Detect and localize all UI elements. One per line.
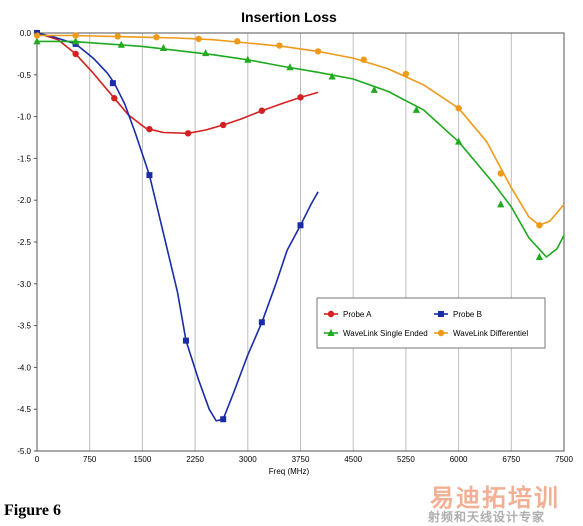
x-tick-label: 750 bbox=[83, 455, 97, 464]
data-point-probe-a bbox=[297, 94, 304, 101]
legend-label: Probe B bbox=[453, 310, 482, 319]
y-tick-label: -4.5 bbox=[17, 405, 31, 414]
data-point-probe-a bbox=[220, 121, 227, 129]
y-tick-label: -1.0 bbox=[17, 113, 31, 122]
data-point-probe-a bbox=[258, 107, 266, 114]
x-tick-label: 4500 bbox=[344, 455, 362, 464]
x-tick-label: 6000 bbox=[450, 455, 468, 464]
data-point-wavelink-single-ended bbox=[117, 40, 125, 48]
data-point-probe-b bbox=[258, 319, 265, 326]
data-point-probe-b bbox=[109, 80, 116, 87]
y-tick-label: -5.0 bbox=[17, 447, 31, 456]
y-tick-label: -4.0 bbox=[17, 363, 31, 372]
legend-swatch-marker bbox=[438, 311, 444, 317]
data-point-probe-b bbox=[182, 337, 189, 344]
series-line-probe-b bbox=[36, 32, 319, 422]
data-point-wavelink-single-ended bbox=[497, 200, 505, 208]
watermark-brand: 易迪拓培训 bbox=[430, 484, 560, 512]
legend-swatch-marker bbox=[437, 329, 445, 337]
legend-item-wavelink-single-ended: WaveLink Single Ended bbox=[324, 329, 428, 338]
legend-label: Probe A bbox=[343, 310, 372, 319]
y-tick-label: 0.0 bbox=[20, 29, 32, 38]
x-tick-label: 7500 bbox=[555, 455, 573, 464]
x-tick-label: 6750 bbox=[502, 455, 520, 464]
data-point-wavelink-single-ended bbox=[328, 72, 336, 80]
x-tick-label: 5250 bbox=[397, 455, 415, 464]
data-point-wavelink-differentiel bbox=[33, 32, 41, 39]
data-point-wavelink-single-ended bbox=[202, 49, 210, 57]
legend-item-probe-b: Probe B bbox=[434, 310, 482, 319]
chart-title: Insertion Loss bbox=[241, 9, 337, 25]
x-tick-label: 3750 bbox=[292, 455, 310, 464]
legend-box bbox=[316, 297, 546, 349]
legend-swatch-marker bbox=[327, 310, 335, 318]
data-point-wavelink-differentiel bbox=[153, 33, 160, 41]
data-point-wavelink-single-ended bbox=[455, 137, 463, 145]
data-point-probe-b bbox=[146, 172, 153, 179]
legend-label: WaveLink Single Ended bbox=[343, 329, 428, 338]
x-tick-label: 0 bbox=[35, 455, 40, 464]
data-point-wavelink-single-ended bbox=[535, 253, 544, 261]
y-tick-label: -3.5 bbox=[17, 322, 31, 331]
data-point-wavelink-differentiel bbox=[314, 48, 322, 55]
x-tick-label: 2250 bbox=[186, 455, 204, 464]
series-wavelink-single-ended bbox=[33, 37, 565, 261]
data-point-probe-a bbox=[184, 130, 192, 137]
data-point-wavelink-differentiel bbox=[195, 35, 202, 43]
legend: Probe A Probe B WaveLink Single Ended WaveL… bbox=[316, 297, 546, 349]
x-tick-label: 3000 bbox=[239, 455, 257, 464]
data-point-wavelink-differentiel bbox=[72, 32, 79, 39]
legend-item-probe-a: Probe A bbox=[324, 310, 372, 319]
data-point-wavelink-differentiel bbox=[402, 70, 410, 78]
figure-caption: Figure 6 bbox=[4, 502, 62, 519]
y-tick-label: -1.5 bbox=[17, 154, 31, 163]
data-point-wavelink-single-ended bbox=[412, 105, 421, 113]
series-line-wavelink-differentiel bbox=[37, 34, 565, 227]
x-tick-label: 1500 bbox=[134, 455, 152, 464]
watermark-logo: 易迪拓培训 射频和天线设计专家 bbox=[424, 478, 582, 524]
data-point-probe-b bbox=[220, 416, 227, 423]
legend-item-wavelink-differentiel: WaveLink Differentiel bbox=[434, 329, 528, 338]
data-point-wavelink-differentiel bbox=[276, 42, 283, 49]
series-line-wavelink-single-ended bbox=[37, 40, 565, 258]
data-point-probe-a bbox=[146, 125, 153, 133]
data-point-probe-b bbox=[297, 222, 304, 229]
y-tick-label: -2.5 bbox=[17, 238, 31, 247]
legend-label: WaveLink Differentiel bbox=[453, 329, 528, 338]
data-point-wavelink-differentiel bbox=[234, 38, 241, 45]
x-axis-label: Freq (MHz) bbox=[269, 467, 310, 476]
y-tick-label: -3.0 bbox=[17, 280, 31, 289]
data-point-wavelink-single-ended bbox=[370, 85, 378, 93]
data-point-wavelink-single-ended bbox=[286, 63, 294, 71]
data-point-wavelink-differentiel bbox=[455, 105, 462, 112]
data-point-wavelink-single-ended bbox=[244, 55, 252, 63]
series-wavelink-differentiel bbox=[33, 32, 565, 229]
data-point-wavelink-differentiel bbox=[497, 170, 504, 177]
data-point-wavelink-differentiel bbox=[536, 222, 543, 229]
data-point-wavelink-differentiel bbox=[360, 56, 367, 63]
data-point-probe-a bbox=[72, 50, 79, 58]
watermark-subtitle: 射频和天线设计专家 bbox=[428, 510, 546, 524]
data-point-wavelink-single-ended bbox=[72, 37, 80, 45]
insertion-loss-chart: Insertion Loss 0 750 1500 2250 3000 3750 4500 5… bbox=[17, 9, 573, 476]
legend-swatch-marker bbox=[327, 329, 335, 336]
data-point-wavelink-single-ended bbox=[33, 37, 41, 45]
series-probe-b bbox=[34, 30, 319, 423]
data-point-wavelink-differentiel bbox=[114, 33, 122, 40]
data-point-wavelink-single-ended bbox=[159, 44, 168, 52]
series-line-probe-a bbox=[36, 32, 319, 135]
data-point-probe-a bbox=[111, 95, 118, 102]
y-tick-label: -2.0 bbox=[17, 196, 31, 205]
y-tick-label: -0.5 bbox=[17, 71, 31, 80]
